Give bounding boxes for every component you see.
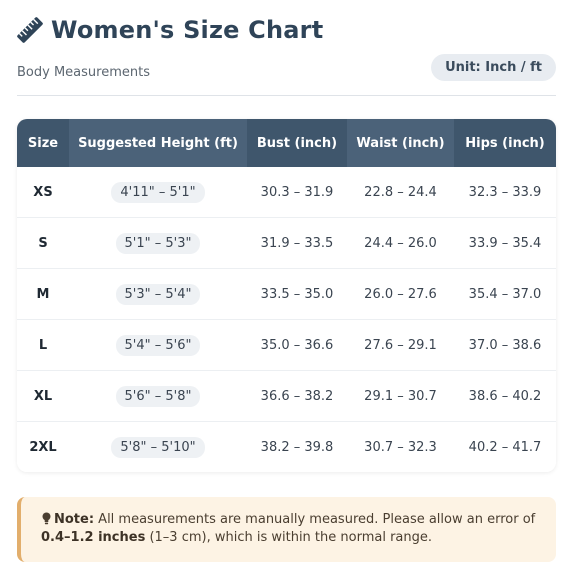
hips-cell: 40.2 – 41.7 [454,421,556,472]
note-label: Note: [54,512,95,527]
waist-cell: 26.0 – 27.6 [347,268,454,320]
height-pill: 5'8" – 5'10" [111,436,205,458]
note-error-range: 0.4–1.2 inches [41,530,146,545]
column-header-hips: Hips (inch) [454,119,556,167]
size-table-container: Size Suggested Height (ft) Bust (inch) W… [17,119,556,472]
height-pill: 5'1" – 5'3" [115,232,201,254]
column-header-waist: Waist (inch) [347,119,454,167]
unit-badge: Unit: Inch / ft [431,54,556,81]
height-cell: 5'6" – 5'8" [69,370,247,422]
size-table: Size Suggested Height (ft) Bust (inch) W… [17,119,556,472]
table-row: M 5'3" – 5'4" 33.5 – 35.0 26.0 – 27.6 35… [17,268,556,320]
hips-cell: 33.9 – 35.4 [454,217,556,269]
height-pill: 5'6" – 5'8" [115,385,201,407]
height-pill: 5'4" – 5'6" [115,334,201,356]
measurement-note: Note: All measurements are manually meas… [17,497,556,562]
hips-cell: 38.6 – 40.2 [454,370,556,422]
size-cell: S [17,217,69,269]
table-row: XL 5'6" – 5'8" 36.6 – 38.2 29.1 – 30.7 3… [17,370,556,422]
waist-cell: 27.6 – 29.1 [347,319,454,371]
table-row: L 5'4" – 5'6" 35.0 – 36.6 27.6 – 29.1 37… [17,319,556,371]
column-header-size: Size [17,119,69,167]
bust-cell: 30.3 – 31.9 [247,167,347,218]
height-cell: 5'1" – 5'3" [69,217,247,269]
header-divider [17,95,556,96]
title-row: Women's Size Chart [17,16,323,44]
bust-cell: 36.6 – 38.2 [247,370,347,422]
waist-cell: 22.8 – 24.4 [347,167,454,218]
bust-cell: 31.9 – 33.5 [247,217,347,269]
size-cell: 2XL [17,421,69,472]
bust-cell: 33.5 – 35.0 [247,268,347,320]
waist-cell: 24.4 – 26.0 [347,217,454,269]
table-row: XS 4'11" – 5'1" 30.3 – 31.9 22.8 – 24.4 … [17,167,556,218]
height-pill: 5'3" – 5'4" [115,283,201,305]
waist-cell: 30.7 – 32.3 [347,421,454,472]
hips-cell: 35.4 – 37.0 [454,268,556,320]
table-header-row: Size Suggested Height (ft) Bust (inch) W… [17,119,556,167]
hips-cell: 37.0 – 38.6 [454,319,556,371]
height-pill: 4'11" – 5'1" [111,181,205,203]
bust-cell: 35.0 – 36.6 [247,319,347,371]
size-cell: M [17,268,69,320]
ruler-icon [17,17,43,43]
size-cell: XS [17,167,69,218]
column-header-bust: Bust (inch) [247,119,347,167]
bust-cell: 38.2 – 39.8 [247,421,347,472]
size-cell: L [17,319,69,371]
note-text: All measurements are manually measured. … [94,512,536,527]
lightbulb-icon [41,512,52,525]
height-cell: 5'8" – 5'10" [69,421,247,472]
note-text-end: (1–3 cm), which is within the normal ran… [145,530,433,545]
column-header-height: Suggested Height (ft) [69,119,247,167]
size-cell: XL [17,370,69,422]
height-cell: 5'4" – 5'6" [69,319,247,371]
table-row: 2XL 5'8" – 5'10" 38.2 – 39.8 30.7 – 32.3… [17,421,556,472]
height-cell: 4'11" – 5'1" [69,167,247,218]
hips-cell: 32.3 – 33.9 [454,167,556,218]
waist-cell: 29.1 – 30.7 [347,370,454,422]
page-subtitle: Body Measurements [17,65,150,80]
height-cell: 5'3" – 5'4" [69,268,247,320]
table-row: S 5'1" – 5'3" 31.9 – 33.5 24.4 – 26.0 33… [17,217,556,269]
page-title: Women's Size Chart [51,16,324,44]
